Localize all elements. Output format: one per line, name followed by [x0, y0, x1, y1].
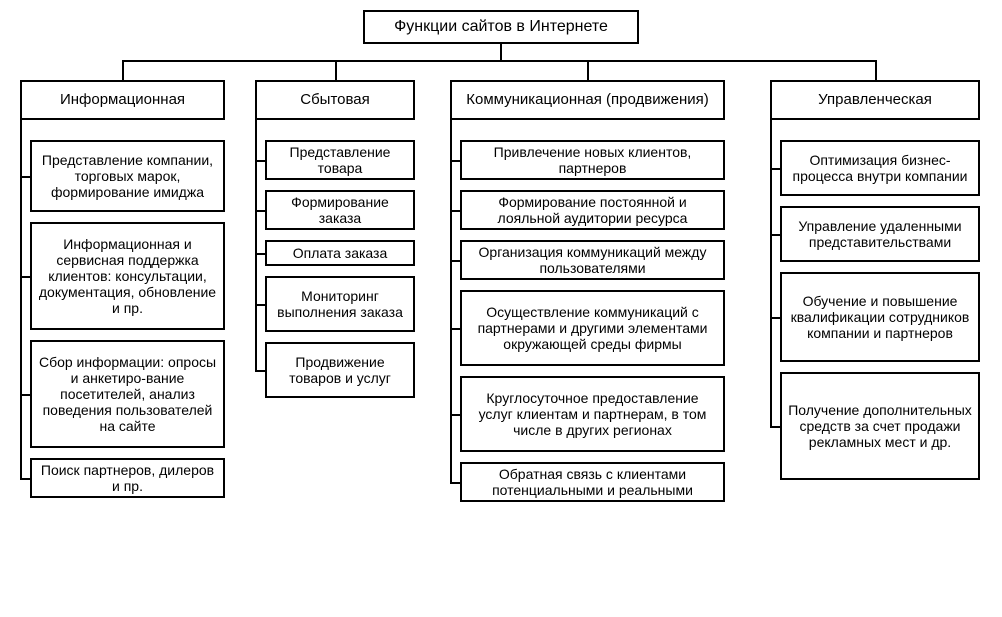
- branch-title-mgmt-label: Управленческая: [818, 91, 932, 108]
- connector-h: [255, 304, 265, 306]
- connector-v: [500, 44, 502, 60]
- branch-info-item-1: Информационная и сервисная поддержка кли…: [30, 222, 225, 330]
- branch-title-info-label: Информационная: [60, 91, 185, 108]
- branch-mgmt-item-3: Получение дополнительных средств за счет…: [780, 372, 980, 480]
- root-label: Функции сайтов в Интернете: [394, 18, 608, 36]
- branch-sales-item-1-label: Формирование заказа: [273, 194, 407, 226]
- branch-title-comm-label: Коммуникационная (продвижения): [466, 91, 709, 108]
- branch-info-item-3-label: Поиск партнеров, дилеров и пр.: [38, 462, 217, 494]
- branch-sales-item-4: Продвижение товаров и услуг: [265, 342, 415, 398]
- branch-mgmt-item-0-label: Оптимизация бизнес-процесса внутри компа…: [788, 152, 972, 184]
- branch-info-item-2: Сбор информации: опросы и анкетиро-вание…: [30, 340, 225, 448]
- connector-v: [20, 120, 22, 479]
- branch-comm-item-2-label: Организация коммуникаций между пользоват…: [468, 244, 717, 276]
- branch-mgmt-item-2-label: Обучение и повышение квалификации сотруд…: [788, 293, 972, 341]
- branch-comm-item-3: Осуществление коммуникаций с партнерами …: [460, 290, 725, 366]
- branch-comm-item-3-label: Осуществление коммуникаций с партнерами …: [468, 304, 717, 352]
- connector-h: [770, 234, 780, 236]
- connector-h: [255, 210, 265, 212]
- branch-comm-item-0: Привлечение новых клиентов, партнеров: [460, 140, 725, 180]
- connector-v: [587, 60, 589, 80]
- connector-v: [255, 120, 257, 371]
- branch-sales-item-2: Оплата заказа: [265, 240, 415, 266]
- branch-comm-item-2: Организация коммуникаций между пользоват…: [460, 240, 725, 280]
- branch-comm-item-1-label: Формирование постоянной и лояльной аудит…: [468, 194, 717, 226]
- branch-comm-item-4-label: Круглосуточное предоставление услуг клие…: [468, 390, 717, 438]
- connector-h: [770, 426, 780, 428]
- connector-h: [20, 276, 30, 278]
- connector-v: [335, 60, 337, 80]
- branch-sales-item-1: Формирование заказа: [265, 190, 415, 230]
- branch-title-mgmt: Управленческая: [770, 80, 980, 120]
- connector-h: [450, 414, 460, 416]
- branch-info-item-1-label: Информационная и сервисная поддержка кли…: [38, 236, 217, 316]
- connector-h: [122, 60, 877, 62]
- connector-h: [450, 160, 460, 162]
- branch-comm-item-1: Формирование постоянной и лояльной аудит…: [460, 190, 725, 230]
- branch-sales-item-0: Представление товара: [265, 140, 415, 180]
- branch-sales-item-3-label: Мониторинг выполнения заказа: [273, 288, 407, 320]
- connector-h: [450, 260, 460, 262]
- branch-info-item-0: Представление компании, торговых марок, …: [30, 140, 225, 212]
- connector-h: [255, 370, 265, 372]
- connector-h: [255, 160, 265, 162]
- connector-h: [20, 478, 30, 480]
- connector-v: [770, 120, 772, 427]
- connector-h: [770, 317, 780, 319]
- connector-v: [122, 60, 124, 80]
- connector-h: [255, 253, 265, 255]
- branch-sales-item-3: Мониторинг выполнения заказа: [265, 276, 415, 332]
- connector-v: [450, 120, 452, 483]
- connector-h: [450, 482, 460, 484]
- branch-title-info: Информационная: [20, 80, 225, 120]
- branch-mgmt-item-1: Управление удаленными представительствам…: [780, 206, 980, 262]
- branch-title-comm: Коммуникационная (продвижения): [450, 80, 725, 120]
- branch-title-sales: Сбытовая: [255, 80, 415, 120]
- branch-comm-item-5: Обратная связь с клиентами потенциальным…: [460, 462, 725, 502]
- branch-info-item-0-label: Представление компании, торговых марок, …: [38, 152, 217, 200]
- root-node: Функции сайтов в Интернете: [363, 10, 639, 44]
- branch-mgmt-item-0: Оптимизация бизнес-процесса внутри компа…: [780, 140, 980, 196]
- branch-mgmt-item-2: Обучение и повышение квалификации сотруд…: [780, 272, 980, 362]
- branch-comm-item-0-label: Привлечение новых клиентов, партнеров: [468, 144, 717, 176]
- branch-comm-item-4: Круглосуточное предоставление услуг клие…: [460, 376, 725, 452]
- branch-mgmt-item-1-label: Управление удаленными представительствам…: [788, 218, 972, 250]
- connector-h: [450, 210, 460, 212]
- diagram-canvas: Функции сайтов в Интернете Информационна…: [0, 0, 1002, 617]
- branch-info-item-3: Поиск партнеров, дилеров и пр.: [30, 458, 225, 498]
- connector-v: [875, 60, 877, 80]
- branch-sales-item-2-label: Оплата заказа: [293, 245, 388, 261]
- branch-comm-item-5-label: Обратная связь с клиентами потенциальным…: [468, 466, 717, 498]
- branch-mgmt-item-3-label: Получение дополнительных средств за счет…: [788, 402, 972, 450]
- branch-sales-item-0-label: Представление товара: [273, 144, 407, 176]
- connector-h: [450, 328, 460, 330]
- connector-h: [770, 168, 780, 170]
- connector-h: [20, 176, 30, 178]
- branch-sales-item-4-label: Продвижение товаров и услуг: [273, 354, 407, 386]
- connector-h: [20, 394, 30, 396]
- branch-title-sales-label: Сбытовая: [300, 91, 370, 108]
- branch-info-item-2-label: Сбор информации: опросы и анкетиро-вание…: [38, 354, 217, 434]
